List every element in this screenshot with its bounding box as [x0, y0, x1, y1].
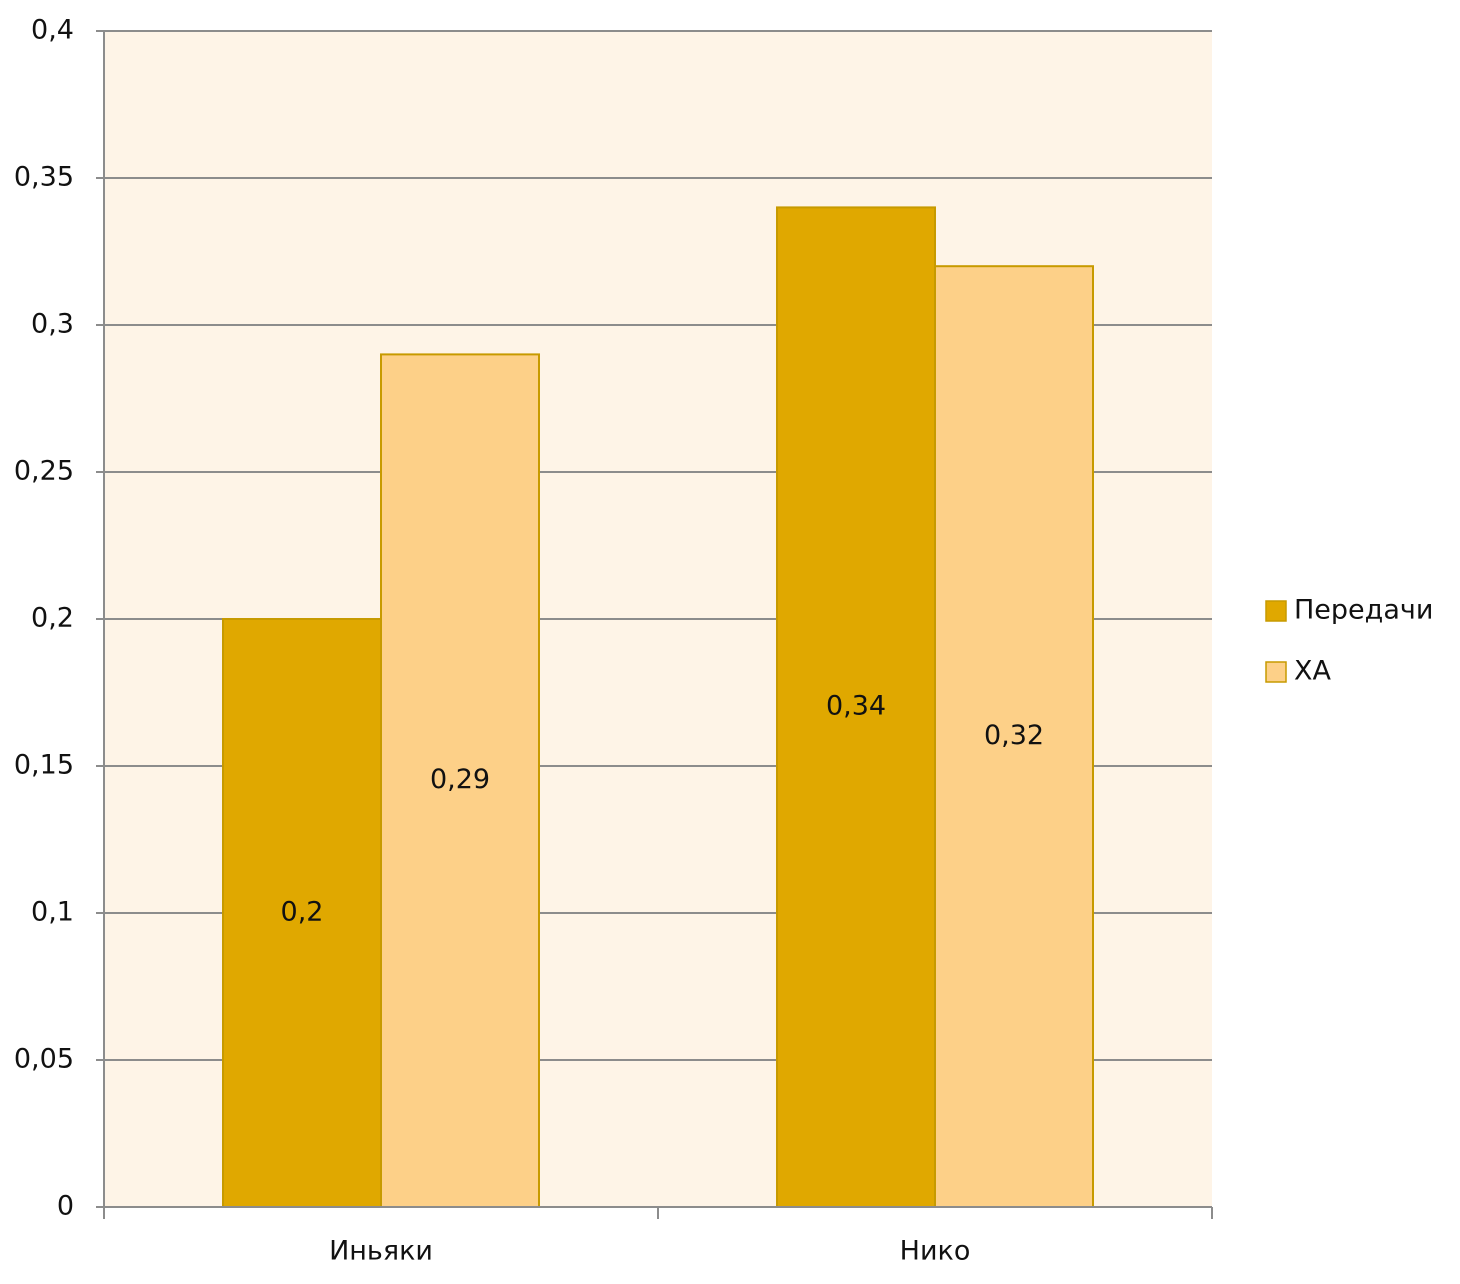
x-tick-label: Нико: [900, 1236, 971, 1267]
data-label: 0,34: [826, 691, 886, 722]
y-tick-label: 0,2: [31, 603, 74, 634]
y-tick-label: 0,35: [14, 162, 74, 193]
y-tick-label: 0,4: [31, 15, 74, 46]
legend-swatch: [1265, 661, 1287, 683]
y-tick-label: 0,05: [14, 1044, 74, 1075]
bar: [380, 353, 540, 1208]
y-tick-label: 0,15: [14, 750, 74, 781]
x-tick-label: Иньяки: [329, 1236, 433, 1267]
legend-label: ХА: [1294, 656, 1331, 687]
y-tick-label: 0: [57, 1191, 74, 1222]
y-tick-label: 0,3: [31, 309, 74, 340]
y-tick-label: 0,1: [31, 897, 74, 928]
data-label: 0,2: [281, 897, 324, 928]
legend-swatch: [1265, 600, 1287, 622]
bar: [776, 206, 936, 1208]
data-label: 0,32: [984, 720, 1044, 751]
bar: [934, 265, 1094, 1208]
data-label: 0,29: [430, 764, 490, 795]
legend-label: Передачи: [1294, 595, 1433, 626]
y-tick-label: 0,25: [14, 456, 74, 487]
